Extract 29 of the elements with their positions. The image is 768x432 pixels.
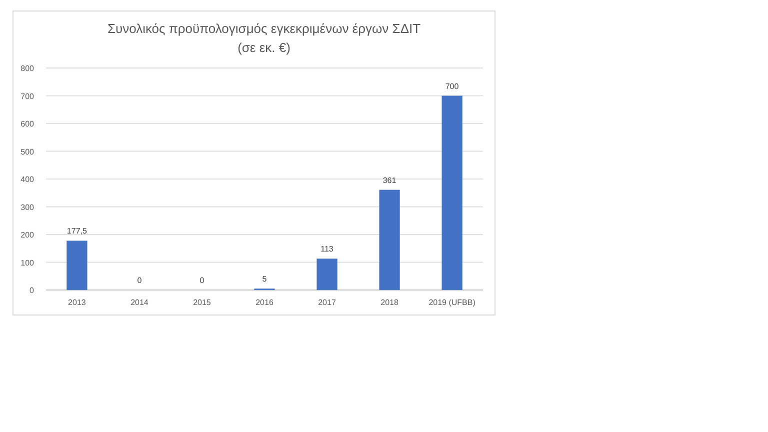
- data-label: 5: [262, 274, 268, 284]
- data-label: 113: [320, 244, 334, 254]
- bar: [316, 258, 338, 290]
- x-tick-label: 2013: [68, 298, 86, 307]
- x-tick-label: 2014: [130, 298, 149, 307]
- y-tick-label: 300: [20, 202, 35, 212]
- x-tick-label: 2016: [256, 298, 274, 307]
- bar: [379, 190, 400, 290]
- data-label: 177,5: [66, 226, 88, 236]
- x-tick-label: 2018: [380, 298, 399, 307]
- data-label: 0: [200, 276, 205, 285]
- x-tick-label: 2019 (UFBB): [428, 298, 476, 307]
- x-tick-label: 2017: [318, 298, 336, 307]
- y-tick-label: 700: [20, 92, 35, 101]
- bar: [442, 96, 462, 290]
- data-label: 361: [382, 176, 397, 185]
- chart-subtitle: (σε εκ. €): [238, 40, 290, 55]
- data-label: 0: [137, 276, 142, 285]
- y-tick-label: 100: [20, 258, 35, 268]
- y-tick-label: 400: [20, 175, 35, 184]
- y-tick-label: 0: [30, 286, 35, 295]
- chart-title: Συνολικός προϋπολογισμός εγκεκριμένων έργων ΣΔΙΤ: [107, 21, 421, 36]
- data-label: 700: [445, 82, 460, 91]
- y-tick-label: 800: [20, 64, 35, 73]
- bar: [66, 240, 88, 290]
- x-tick-label: 2015: [193, 298, 212, 307]
- y-tick-label: 600: [20, 120, 35, 128]
- y-tick-label: 200: [20, 230, 35, 240]
- y-tick-label: 500: [20, 147, 35, 156]
